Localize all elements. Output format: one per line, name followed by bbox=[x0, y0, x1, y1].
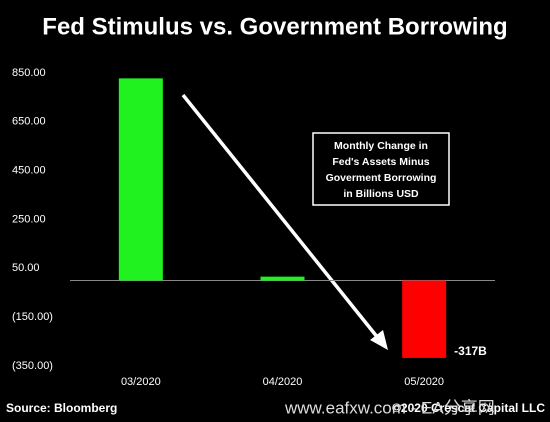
watermark: www.eafxw.com - EA分享网 bbox=[284, 398, 495, 417]
y-tick-label: 50.00 bbox=[12, 262, 40, 274]
annotation-box: Monthly Change in Fed's Assets Minus Gov… bbox=[312, 132, 450, 206]
y-tick-label: 850.00 bbox=[12, 67, 46, 79]
annotation-line: in Billions USD bbox=[343, 188, 419, 200]
annotation-line: Fed's Assets Minus bbox=[332, 156, 429, 168]
source: Source: Bloomberg bbox=[6, 401, 117, 415]
bar bbox=[402, 280, 447, 358]
arrow bbox=[181, 93, 380, 340]
y-tick-label: (350.00) bbox=[12, 360, 53, 372]
y-tick-label: (150.00) bbox=[12, 311, 53, 323]
bar bbox=[260, 276, 305, 281]
y-tick-label: 650.00 bbox=[12, 116, 46, 128]
copyright: ©2020 Crescat Capital LLC bbox=[392, 401, 545, 415]
y-tick-label: 250.00 bbox=[12, 213, 46, 225]
annotation-line: Goverment Borrowing bbox=[326, 172, 437, 184]
value-label: -317B bbox=[454, 344, 487, 358]
annotation-line: Monthly Change in bbox=[334, 140, 428, 152]
x-tick-label: 03/2020 bbox=[121, 376, 161, 388]
y-tick-label: 450.00 bbox=[12, 165, 46, 177]
arrow-head bbox=[370, 330, 388, 350]
x-tick-label: 05/2020 bbox=[404, 376, 444, 388]
bar bbox=[118, 78, 163, 281]
x-tick-label: 04/2020 bbox=[263, 376, 303, 388]
annotation-frame bbox=[312, 132, 450, 206]
chart-title: Fed Stimulus vs. Government Borrowing bbox=[42, 13, 507, 40]
